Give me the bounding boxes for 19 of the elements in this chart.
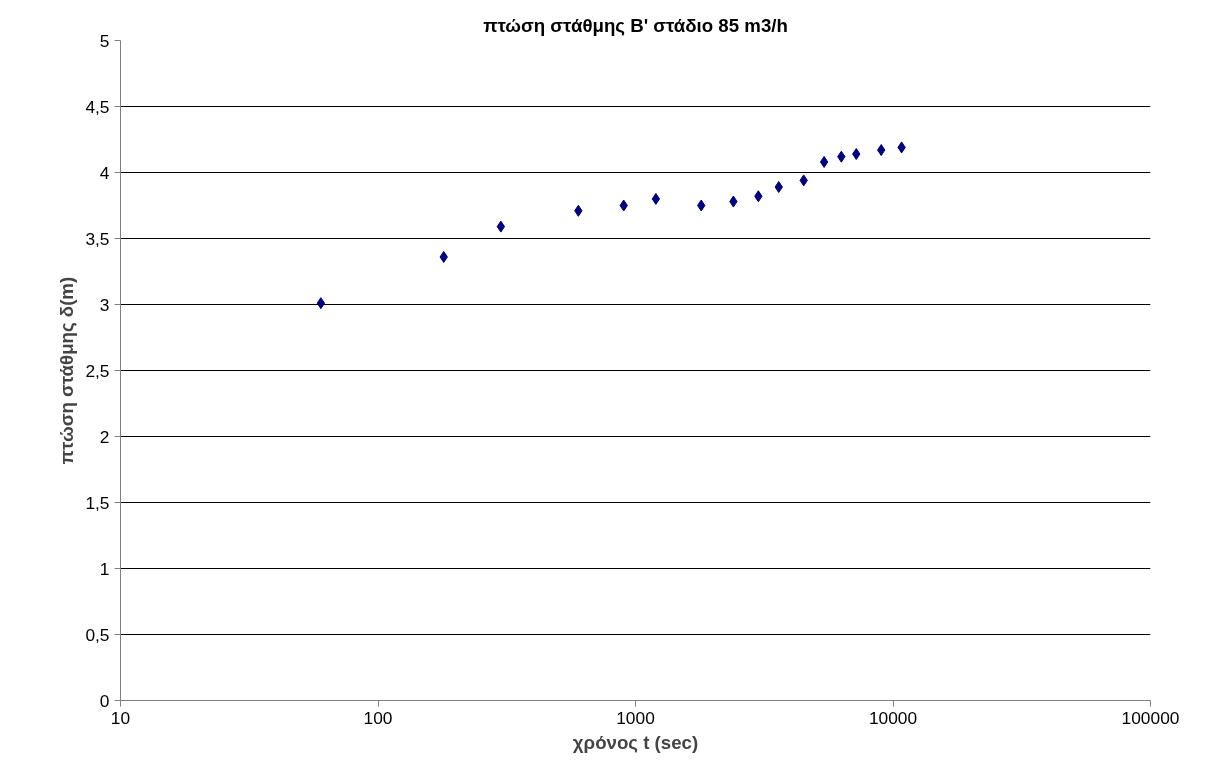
y-tick-label: 1,5: [85, 492, 110, 513]
y-tick-label: 3,5: [85, 228, 110, 249]
y-tick-label: 2,5: [85, 360, 110, 381]
x-tick-label: 10: [110, 707, 131, 728]
y-tick-label: 3: [99, 294, 110, 315]
x-axis-title: χρόνος t (sec): [572, 731, 699, 753]
y-tick-label: 1: [99, 558, 110, 579]
y-axis-title: πτώση στάθμης δ(m): [56, 276, 78, 465]
y-tick-label: 0,5: [85, 624, 110, 645]
y-tick-label: 4,5: [85, 96, 110, 117]
y-tick-label: 2: [99, 426, 110, 447]
x-tick-label: 100000: [1121, 707, 1180, 728]
x-tick-label: 1000: [616, 707, 655, 728]
y-tick-label: 5: [99, 30, 110, 51]
x-tick-label: 100: [363, 707, 393, 728]
y-tick-label: 0: [99, 690, 110, 711]
x-tick-label: 10000: [868, 707, 918, 728]
y-tick-label: 4: [99, 162, 110, 183]
chart-title: πτώση στάθμης Β' στάδιο 85 m3/h: [483, 14, 788, 36]
